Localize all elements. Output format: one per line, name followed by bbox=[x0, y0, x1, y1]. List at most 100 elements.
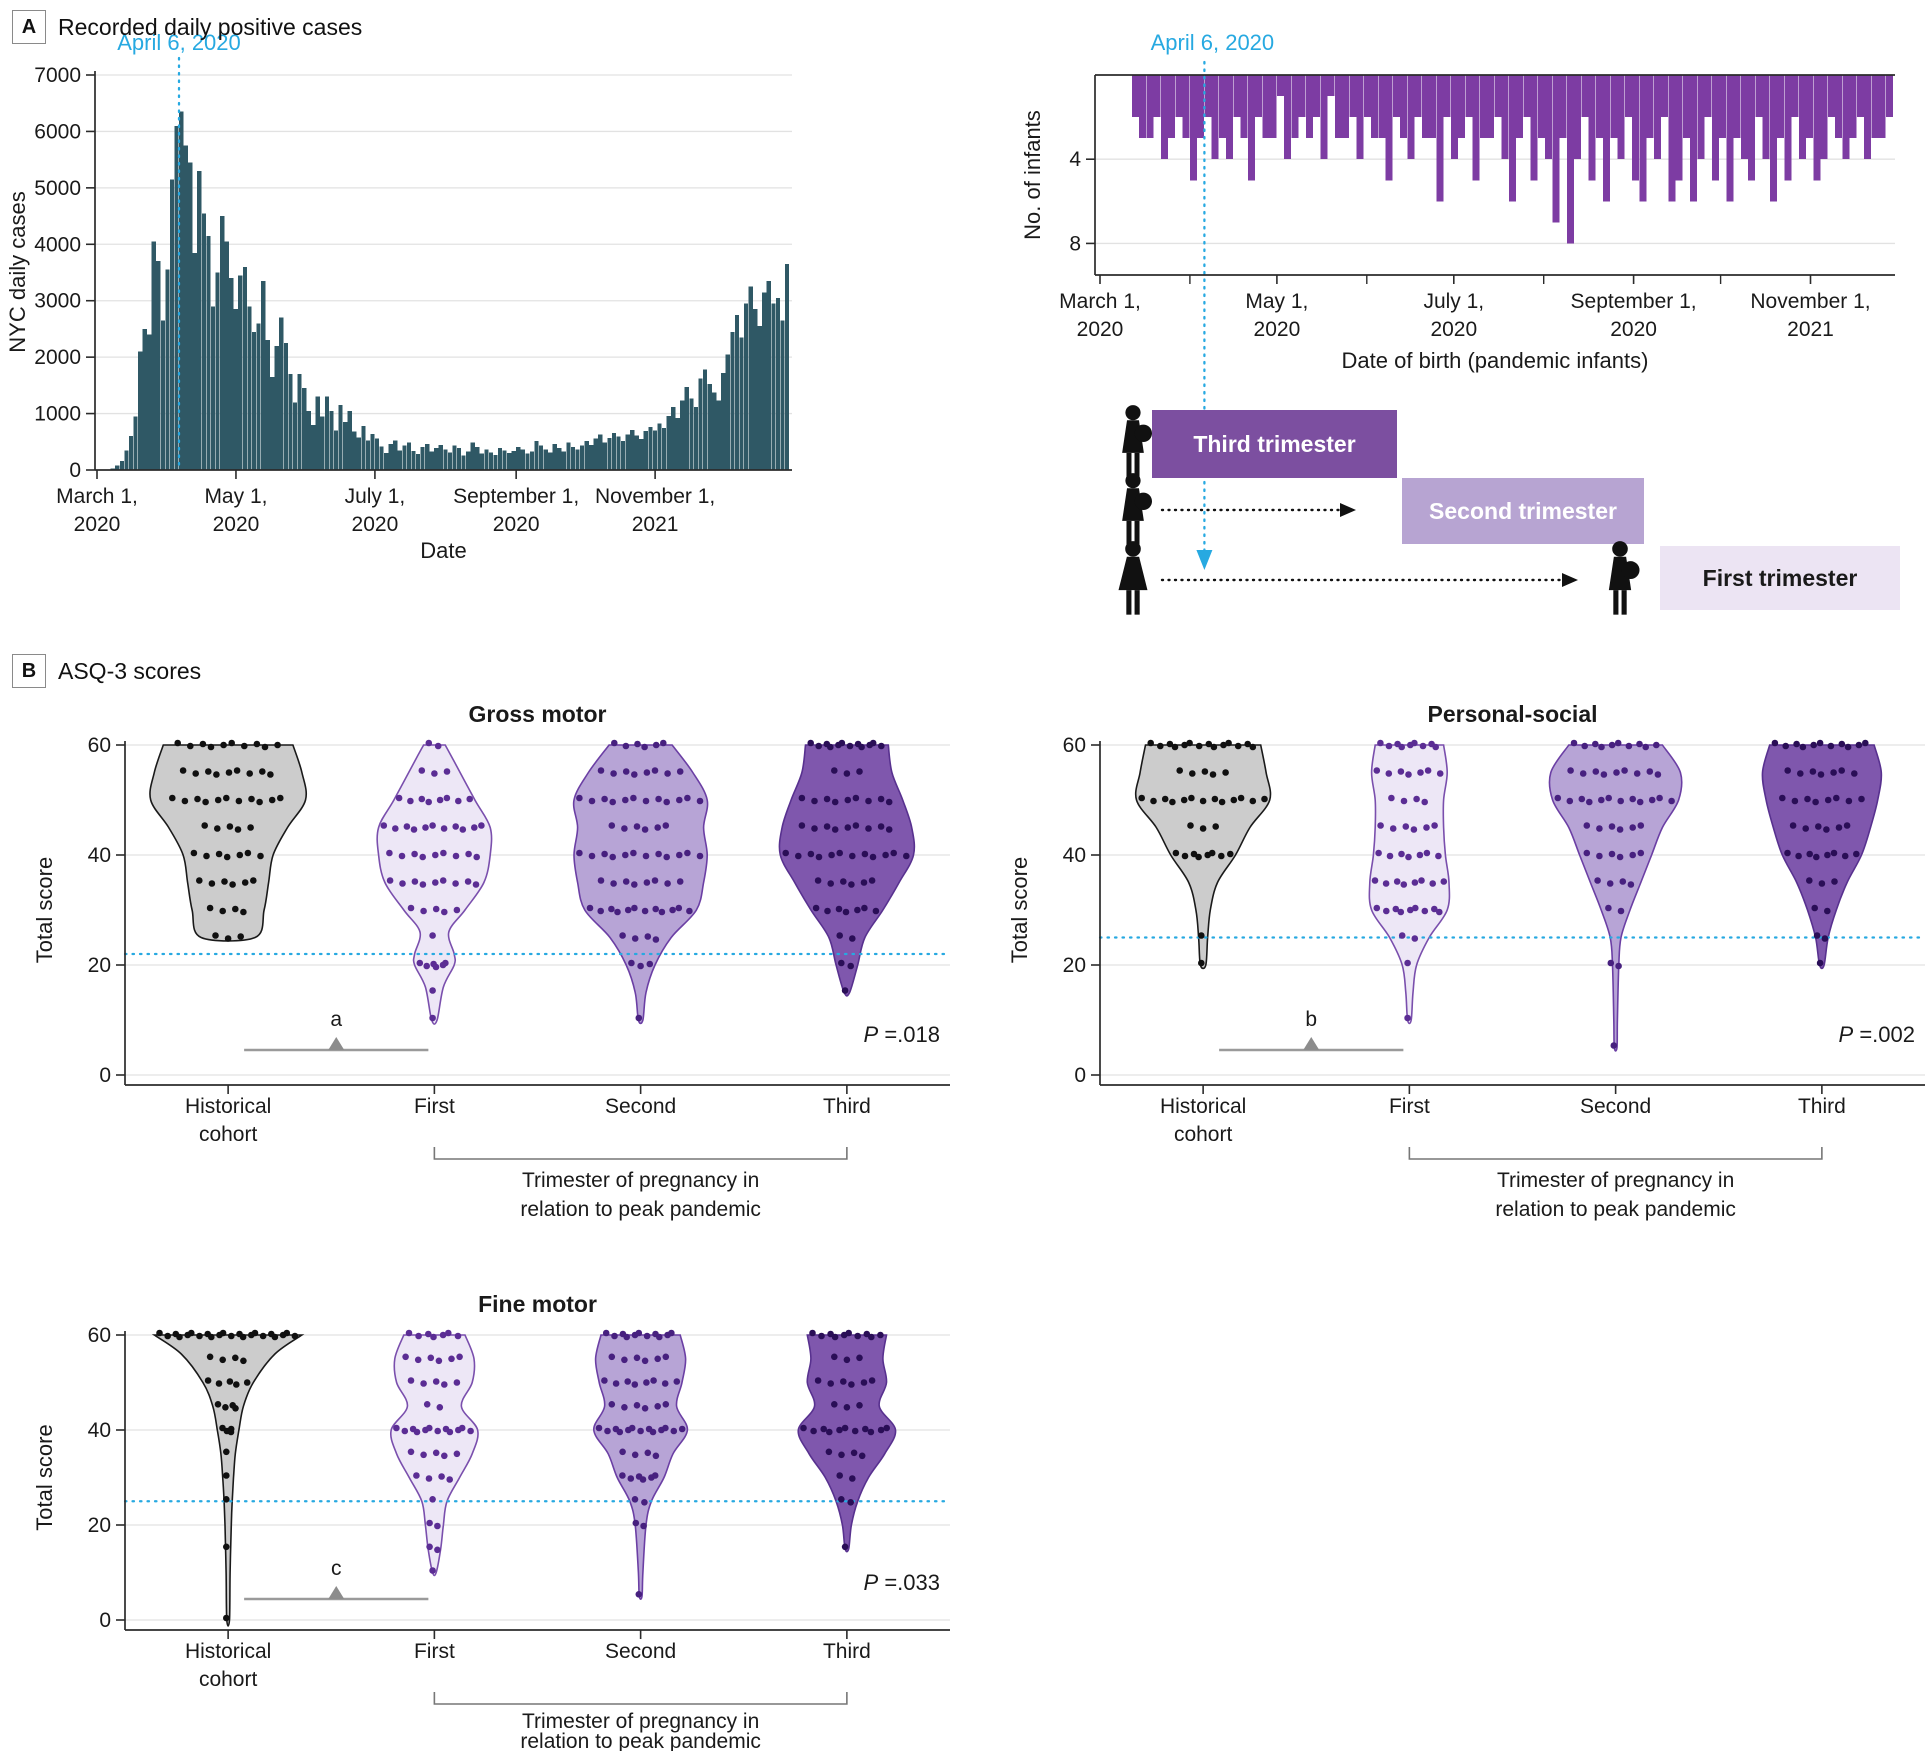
data-dot bbox=[811, 797, 818, 805]
data-dot bbox=[601, 1377, 608, 1384]
case-count-bar bbox=[456, 447, 462, 470]
data-dot bbox=[259, 1332, 267, 1340]
data-dot bbox=[233, 767, 241, 774]
data-dot bbox=[1795, 852, 1802, 860]
infant-count-bar bbox=[1610, 75, 1618, 139]
data-dot bbox=[1782, 742, 1789, 750]
data-dot bbox=[443, 768, 451, 775]
data-dot bbox=[432, 1378, 440, 1385]
data-dot bbox=[1195, 853, 1202, 861]
data-dot bbox=[188, 1329, 195, 1337]
data-dot bbox=[214, 825, 221, 832]
y-tick-label: 6000 bbox=[34, 120, 81, 143]
infant-count-bar bbox=[1588, 75, 1596, 181]
data-dot bbox=[201, 822, 208, 829]
infant-count-bar bbox=[1458, 75, 1466, 139]
case-count-bar bbox=[443, 449, 448, 470]
data-dot bbox=[426, 1519, 433, 1527]
case-count-bar bbox=[525, 453, 530, 470]
data-dot bbox=[1841, 852, 1849, 860]
y-tick-label: 4000 bbox=[34, 233, 81, 256]
data-dot bbox=[1844, 743, 1852, 751]
case-count-bar bbox=[256, 323, 261, 470]
data-dot bbox=[633, 1354, 641, 1362]
data-dot bbox=[1405, 771, 1412, 778]
data-dot bbox=[1195, 742, 1203, 750]
data-dot bbox=[1621, 767, 1628, 774]
data-dot bbox=[1816, 739, 1824, 747]
y-tick-label: 1000 bbox=[34, 403, 81, 426]
data-dot bbox=[807, 850, 815, 858]
chart-title: Personal-social bbox=[1427, 701, 1597, 727]
data-dot bbox=[1799, 743, 1807, 751]
data-dot bbox=[426, 1424, 433, 1432]
case-count-bar bbox=[265, 340, 270, 470]
data-dot bbox=[446, 1476, 454, 1483]
data-dot bbox=[453, 1450, 461, 1458]
data-dot bbox=[1404, 1014, 1411, 1022]
infant-count-bar bbox=[1479, 75, 1487, 139]
data-dot bbox=[1592, 740, 1599, 748]
data-dot bbox=[588, 852, 596, 860]
data-dot bbox=[641, 826, 649, 833]
panel-b-title: ASQ-3 scores bbox=[58, 658, 202, 684]
violin-shape bbox=[1368, 744, 1451, 1025]
person-leg bbox=[1613, 590, 1619, 615]
infant-count-bar bbox=[1182, 75, 1190, 139]
case-count-bar bbox=[393, 440, 398, 470]
data-dot bbox=[800, 1424, 807, 1432]
data-dot bbox=[413, 1428, 421, 1436]
data-dot bbox=[642, 797, 650, 805]
data-dot bbox=[631, 1496, 639, 1503]
data-dot bbox=[858, 1452, 866, 1460]
violin-dots bbox=[380, 739, 485, 1022]
data-dot bbox=[257, 852, 264, 860]
data-dot bbox=[842, 908, 850, 916]
data-dot bbox=[601, 850, 608, 858]
data-dot bbox=[676, 768, 684, 775]
y-tick-label: 40 bbox=[88, 1419, 111, 1442]
infant-count-bar bbox=[1255, 75, 1263, 118]
data-dot bbox=[227, 1428, 235, 1436]
infant-count-bar bbox=[1820, 75, 1828, 160]
data-dot bbox=[823, 795, 831, 803]
data-dot bbox=[207, 743, 215, 751]
data-dot bbox=[865, 797, 872, 805]
case-count-bar bbox=[315, 396, 320, 470]
significance-marker-icon bbox=[328, 1037, 345, 1050]
case-count-bar bbox=[370, 433, 375, 470]
data-dot bbox=[1418, 877, 1425, 884]
data-dot bbox=[243, 1379, 251, 1386]
data-dot bbox=[432, 963, 440, 971]
down-arrowhead-icon bbox=[1196, 550, 1213, 570]
data-dot bbox=[844, 824, 852, 831]
pregnant-belly bbox=[1134, 424, 1153, 443]
infant-count-bar bbox=[1342, 75, 1350, 139]
case-count-bar bbox=[147, 334, 152, 470]
data-dot bbox=[865, 825, 872, 832]
data-dot bbox=[1606, 880, 1614, 887]
data-dot bbox=[848, 881, 855, 888]
case-count-bar bbox=[598, 434, 603, 470]
data-dot bbox=[1411, 739, 1418, 747]
case-count-bar bbox=[534, 441, 539, 470]
data-dot bbox=[453, 1379, 461, 1386]
data-dot bbox=[1436, 770, 1444, 777]
case-count-bar bbox=[730, 331, 735, 470]
data-dot bbox=[1653, 741, 1660, 749]
data-dot bbox=[434, 1522, 441, 1530]
data-dot bbox=[1416, 851, 1424, 859]
case-count-bar bbox=[156, 261, 161, 470]
data-dot bbox=[236, 851, 244, 859]
category-label: Second bbox=[605, 1095, 676, 1118]
case-count-bar bbox=[215, 272, 220, 470]
x-tick-label: May 1, bbox=[204, 485, 267, 508]
person-leg bbox=[1134, 452, 1140, 477]
infant-count-bar bbox=[1632, 75, 1640, 181]
data-dot bbox=[628, 959, 635, 967]
case-count-bar bbox=[397, 450, 402, 470]
data-dot bbox=[845, 1329, 852, 1337]
data-dot bbox=[1607, 959, 1615, 967]
data-dot bbox=[1431, 905, 1438, 913]
data-dot bbox=[1424, 767, 1432, 774]
